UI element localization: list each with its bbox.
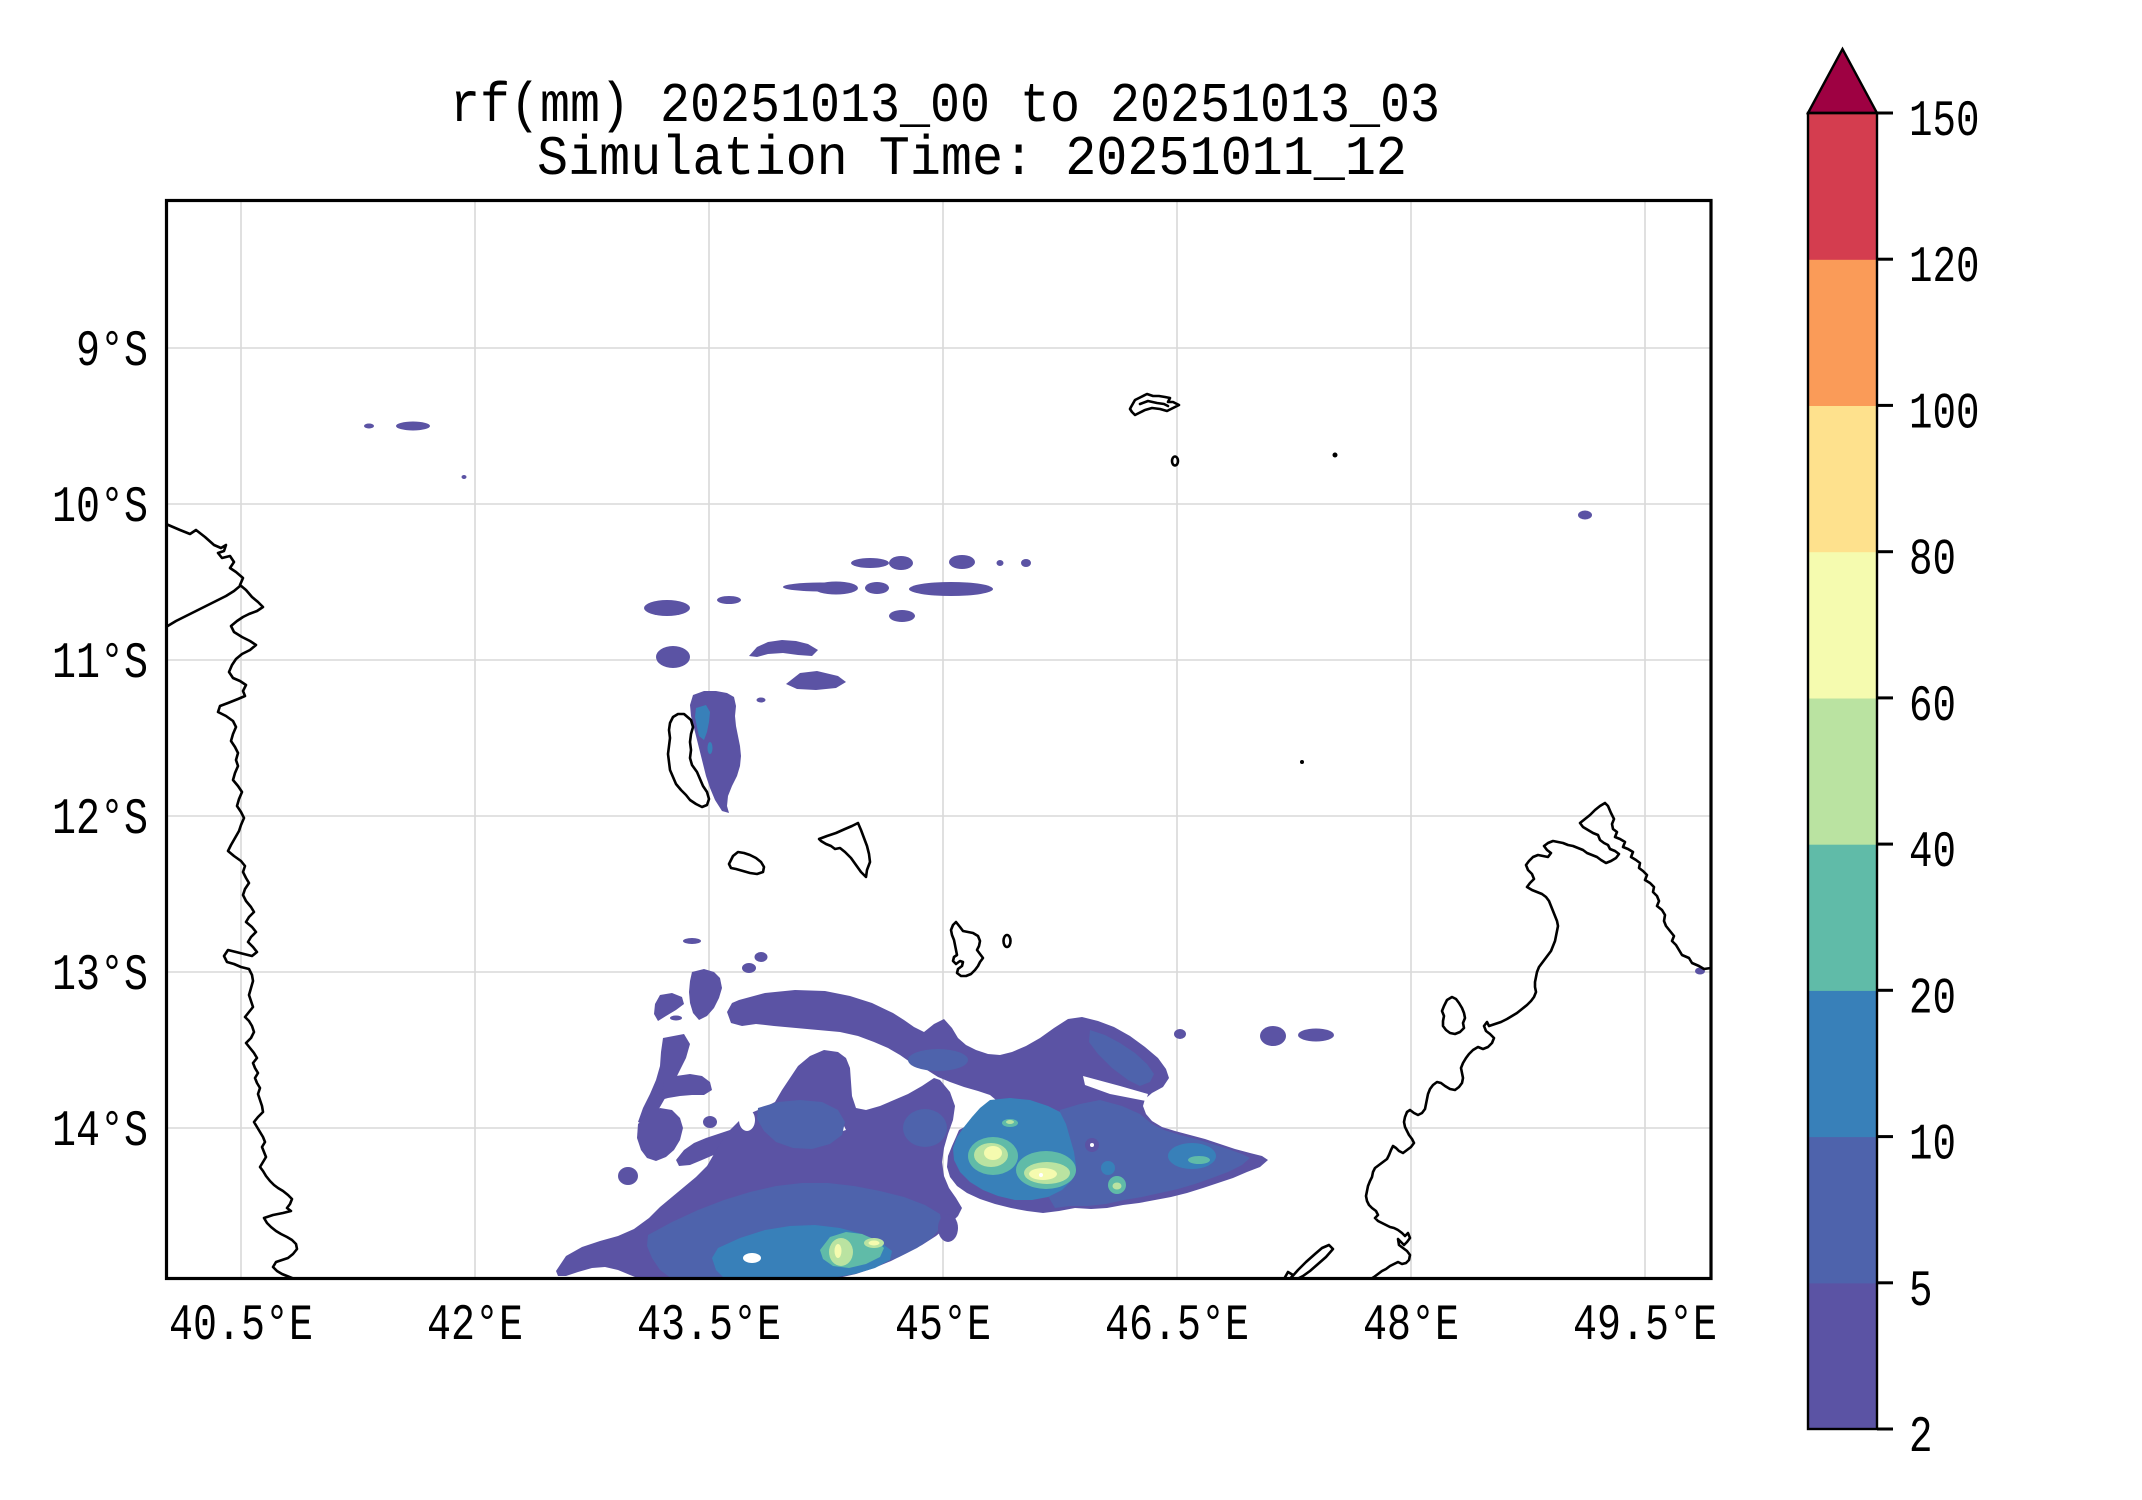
svg-text:80: 80 — [1909, 533, 1956, 590]
svg-text:60: 60 — [1909, 679, 1956, 736]
svg-text:10°S: 10°S — [52, 480, 148, 537]
svg-text:46.5°E: 46.5°E — [1105, 1298, 1249, 1355]
svg-text:9°S: 9°S — [76, 324, 148, 381]
svg-text:42°E: 42°E — [427, 1298, 523, 1355]
svg-text:40.5°E: 40.5°E — [169, 1298, 313, 1355]
svg-text:12°S: 12°S — [52, 792, 148, 849]
svg-text:Simulation Time: 20251011_12: Simulation Time: 20251011_12 — [537, 127, 1407, 191]
svg-text:10: 10 — [1909, 1118, 1956, 1175]
svg-text:5: 5 — [1909, 1264, 1933, 1321]
svg-text:13°S: 13°S — [52, 948, 148, 1005]
svg-text:150: 150 — [1909, 94, 1980, 151]
svg-text:40: 40 — [1909, 825, 1956, 882]
svg-text:rf(mm) 20251013_00 to 20251013: rf(mm) 20251013_00 to 20251013_03 — [450, 74, 1440, 138]
svg-text:100: 100 — [1909, 386, 1980, 443]
svg-text:14°S: 14°S — [52, 1104, 148, 1161]
svg-text:49.5°E: 49.5°E — [1573, 1298, 1717, 1355]
svg-text:43.5°E: 43.5°E — [637, 1298, 781, 1355]
svg-text:48°E: 48°E — [1363, 1298, 1459, 1355]
svg-text:45°E: 45°E — [895, 1298, 991, 1355]
svg-text:20: 20 — [1909, 971, 1956, 1028]
svg-text:11°S: 11°S — [52, 636, 148, 693]
svg-text:120: 120 — [1909, 240, 1980, 297]
svg-text:2: 2 — [1909, 1410, 1933, 1467]
